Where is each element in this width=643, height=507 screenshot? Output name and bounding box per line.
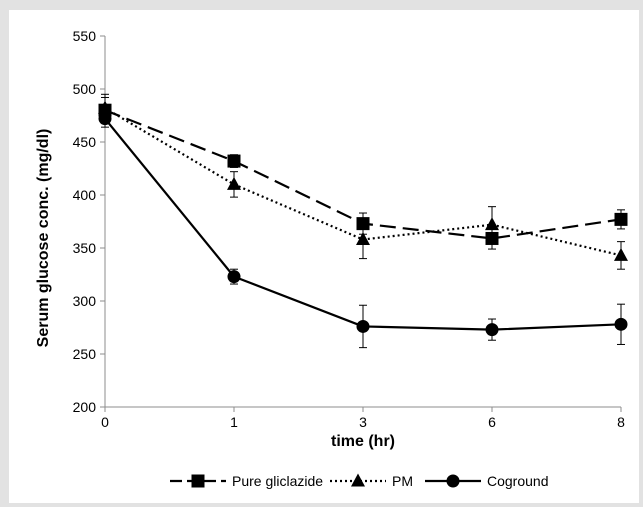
x-tick-label: 1	[230, 414, 238, 430]
pure-gliclazide-point	[227, 154, 241, 168]
legend-coground-marker	[446, 474, 460, 488]
legend-pm-marker	[351, 473, 365, 487]
y-tick-label: 500	[73, 81, 97, 97]
legend-pure-gliclazide-marker	[191, 474, 205, 488]
legend: Pure gliclazide PM Coground	[170, 473, 549, 489]
y-tick-label: 400	[73, 187, 97, 203]
y-tick-label: 200	[73, 399, 97, 415]
pure-gliclazide-point	[614, 212, 628, 226]
y-tick-label: 300	[73, 293, 97, 309]
pm-point	[227, 176, 241, 190]
x-tick-label: 8	[617, 414, 625, 430]
pm-point	[98, 100, 112, 114]
coground-point	[356, 319, 370, 333]
y-tick-label: 450	[73, 134, 97, 150]
y-axis-title: Serum glucose conc. (mg/dl)	[35, 129, 52, 348]
pure-gliclazide-point	[485, 231, 499, 245]
pure-gliclazide-point	[356, 217, 370, 231]
coground-point	[614, 317, 628, 331]
axes: 200 250 300 350 400 450 500 550 0 1 3 6 8	[73, 28, 625, 430]
x-axis-title: time (hr)	[331, 433, 395, 450]
coground-point	[98, 112, 112, 126]
pm-point	[614, 247, 628, 261]
legend-pm-label: PM	[392, 473, 413, 489]
x-tick-label: 3	[359, 414, 367, 430]
legend-pure-gliclazide-label: Pure gliclazide	[232, 473, 323, 489]
coground-point	[485, 323, 499, 337]
y-tick-label: 250	[73, 346, 97, 362]
legend-coground-label: Coground	[487, 473, 549, 489]
y-tick-label: 350	[73, 240, 97, 256]
x-tick-label: 6	[488, 414, 496, 430]
series-markers	[98, 100, 628, 337]
pm-point	[485, 217, 499, 231]
coground-point	[227, 270, 241, 284]
pm-point	[356, 232, 370, 246]
y-tick-label: 550	[73, 28, 97, 44]
x-tick-label: 0	[101, 414, 109, 430]
